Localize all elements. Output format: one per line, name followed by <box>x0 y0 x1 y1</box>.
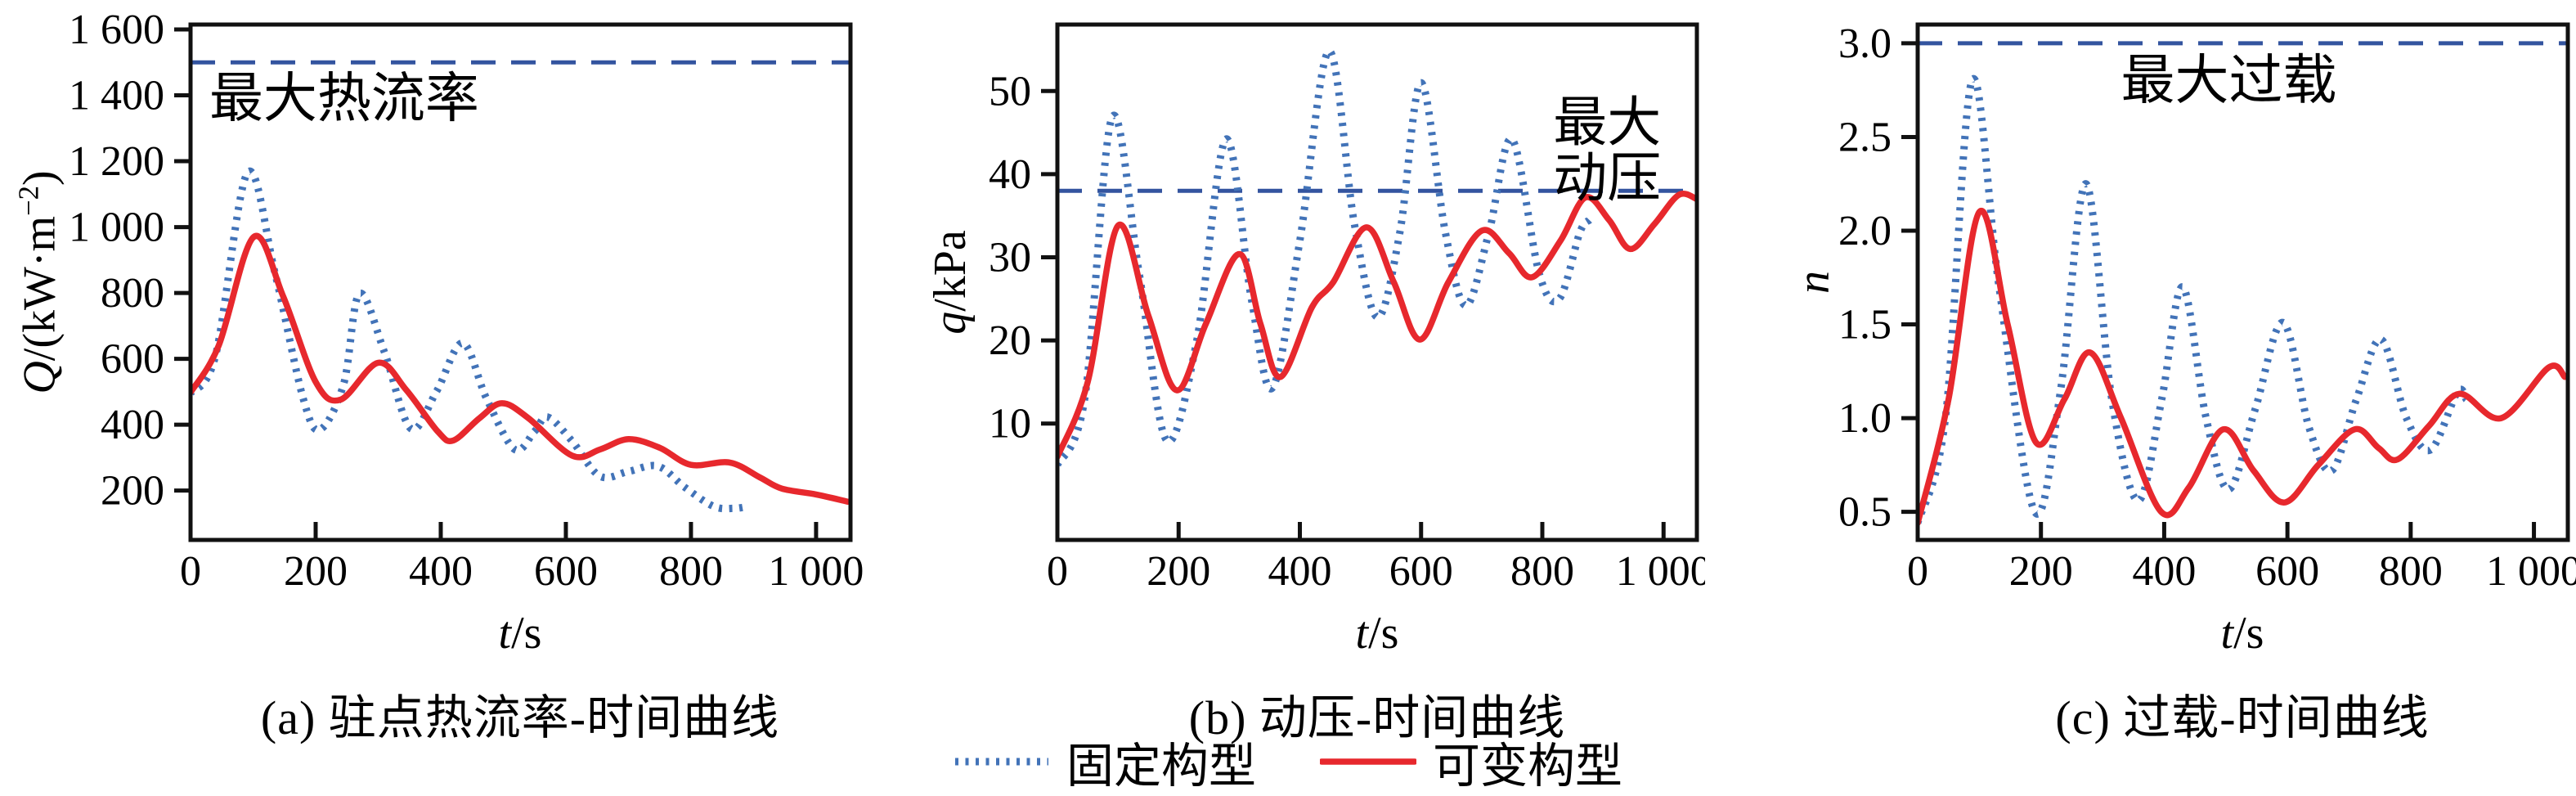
y-tick-label: 30 <box>989 235 1031 281</box>
y-variable: q <box>925 311 976 335</box>
x-tick-label: 0 <box>1047 548 1068 595</box>
chart-b-y-axis-title: q/kPa <box>924 230 976 335</box>
x-unit: /s <box>511 608 542 659</box>
y-unit-exponent: −2 <box>12 185 45 216</box>
chart-b-x-axis-title: t/s <box>1356 607 1399 659</box>
chart-a-caption: (a) 驻点热流率-时间曲线 <box>260 691 780 744</box>
legend-label-fixed: 固定构型 <box>1066 740 1256 793</box>
y-unit: /(kW·m <box>14 215 65 362</box>
y-tick-label: 10 <box>989 401 1031 447</box>
x-tick-label: 200 <box>2009 548 2073 595</box>
chart-c-plot-area: 0 200 400 600 800 1 000 0.5 1.0 1.5 2.0 2.5 3.0 最大过载 <box>1838 20 2576 595</box>
x-tick-label: 800 <box>2379 548 2443 595</box>
x-tick-label: 800 <box>659 548 723 595</box>
x-variable: t <box>1355 608 1369 659</box>
x-unit: /s <box>2233 608 2264 659</box>
chart-c-x-axis-title: t/s <box>2221 607 2264 659</box>
y-tick-label: 800 <box>101 270 164 317</box>
x-tick-label: 1 000 <box>1616 548 1705 595</box>
x-tick-label: 400 <box>2132 548 2196 595</box>
chart-c-y-axis-title: n <box>1788 271 1840 294</box>
plot-border <box>1055 22 1699 542</box>
fixed-curve <box>1918 74 2470 524</box>
variable-solid-line-swatch <box>1320 758 1416 765</box>
x-tick-label: 0 <box>180 548 201 595</box>
y-unit: /kPa <box>925 230 976 312</box>
x-tick-label: 0 <box>1907 548 1928 595</box>
legend-label-variable: 可变构型 <box>1433 740 1623 793</box>
x-tick-label: 1 000 <box>2486 548 2576 595</box>
y-tick-label: 400 <box>101 402 164 448</box>
chart-a-plot-area: 0 200 400 600 800 1 000 200 400 600 800 1 000 1 200… <box>69 7 864 595</box>
chart-c-caption: (c) 过载-时间曲线 <box>2055 691 2430 744</box>
x-tick-label: 600 <box>1389 548 1453 595</box>
x-tick-label: 800 <box>1510 548 1574 595</box>
x-tick-label: 400 <box>409 548 473 595</box>
y-tick-label: 1 600 <box>69 7 164 53</box>
legend-item-fixed: 固定构型 <box>954 727 1256 796</box>
y-variable: n <box>1788 271 1839 294</box>
x-tick-label: 400 <box>1268 548 1331 595</box>
chart-b: 0 200 400 600 800 1 000 10 20 30 40 50 最大 动压 q/kPa t… <box>879 0 1705 794</box>
legend: 固定构型 可变构型 <box>0 735 2576 793</box>
x-variable: t <box>2220 608 2234 659</box>
y-tick-label: 1.5 <box>1838 302 1892 349</box>
y-tick-label: 2.0 <box>1838 208 1892 254</box>
chart-a-x-axis-title: t/s <box>499 607 542 659</box>
legend-item-variable: 可变构型 <box>1320 727 1622 796</box>
x-unit: /s <box>1368 608 1399 659</box>
y-tick-label: 200 <box>101 468 164 515</box>
variable-curve <box>1057 191 1697 461</box>
variable-curve <box>1918 207 2568 527</box>
y-tick-label: 2.5 <box>1838 114 1892 160</box>
chart-c: 0 200 400 600 800 1 000 0.5 1.0 1.5 2.0 2.5 3.0 最大过载… <box>1746 0 2576 794</box>
x-tick-label: 600 <box>2255 548 2319 595</box>
fixed-dotted-line-swatch <box>954 758 1048 766</box>
plot-border <box>1915 22 2570 542</box>
limit-annotation: 动压 <box>1553 149 1661 209</box>
fixed-curve <box>191 167 750 513</box>
y-tick-label: 3.0 <box>1838 20 1892 67</box>
chart-a-y-axis-title: Q/(kW·m−2) <box>13 170 66 394</box>
limit-annotation: 最大过载 <box>2121 52 2337 111</box>
y-tick-label: 20 <box>989 317 1031 364</box>
y-tick-label: 40 <box>989 151 1031 198</box>
limit-annotation: 最大热流率 <box>209 70 479 129</box>
y-tick-label: 1 000 <box>69 205 164 251</box>
chart-a: 0 200 400 600 800 1 000 200 400 600 800 1 000 1 200… <box>0 0 879 794</box>
y-unit-close: ) <box>14 170 65 186</box>
y-tick-label: 0.5 <box>1838 489 1892 536</box>
y-tick-label: 600 <box>101 336 164 383</box>
x-tick-label: 200 <box>1147 548 1210 595</box>
x-tick-label: 1 000 <box>768 548 864 595</box>
x-tick-label: 600 <box>534 548 598 595</box>
variable-curve <box>191 232 850 506</box>
y-tick-label: 50 <box>989 68 1031 115</box>
y-tick-label: 1.0 <box>1838 395 1892 442</box>
y-tick-label: 1 200 <box>69 138 164 185</box>
x-variable: t <box>498 608 512 659</box>
plot-border <box>188 22 853 542</box>
x-tick-label: 200 <box>284 548 348 595</box>
y-variable: Q <box>14 361 65 394</box>
chart-b-caption: (b) 动压-时间曲线 <box>1188 691 1566 744</box>
y-tick-label: 1 400 <box>69 73 164 119</box>
limit-annotation: 最大 <box>1553 93 1661 153</box>
